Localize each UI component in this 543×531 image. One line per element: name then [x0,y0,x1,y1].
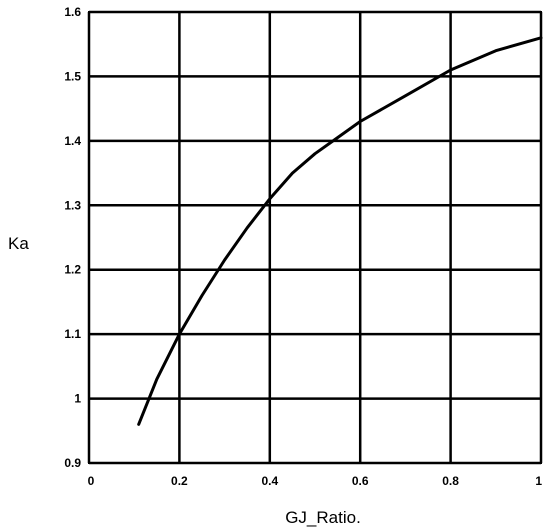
y-tick-label: 1.1 [64,327,81,341]
y-axis-ticks: 0.9 1 1.1 1.2 1.3 1.4 1.5 1.6 [64,5,81,470]
y-tick-label: 1.2 [64,263,81,277]
x-tick-label: 0.4 [261,474,278,488]
plot-frame [88,11,542,464]
series-group [137,36,543,426]
y-tick-label: 1.5 [64,69,81,83]
y-tick-label: 1.6 [64,5,81,19]
x-tick-label: 0.6 [352,474,369,488]
y-tick-label: 1.3 [64,198,81,212]
x-axis-ticks: 0 0.2 0.4 0.6 0.8 1 [88,474,543,488]
y-tick-label: 0.9 [64,456,81,470]
x-tick-label: 0.2 [171,474,188,488]
grid-lines [87,10,543,465]
series-line [137,36,543,426]
x-axis-label: GJ_Ratio. [285,508,361,527]
x-tick-label: 1 [535,474,542,488]
x-tick-label: 0.8 [442,474,459,488]
y-tick-label: 1 [74,392,81,406]
x-tick-label: 0 [88,474,95,488]
y-tick-label: 1.4 [64,134,81,148]
y-axis-label: Ka [8,234,29,253]
